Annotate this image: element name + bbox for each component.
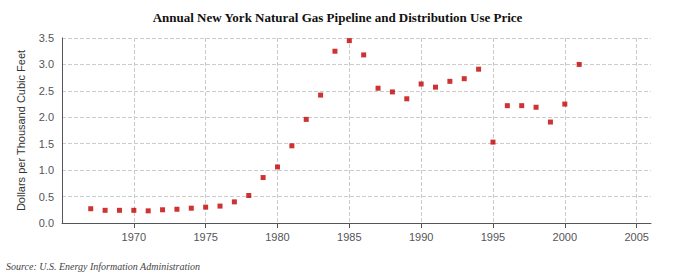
svg-text:2005: 2005 bbox=[624, 231, 648, 243]
svg-text:Annual New York Natural Gas Pi: Annual New York Natural Gas Pipeline and… bbox=[153, 10, 523, 25]
svg-text:2.5: 2.5 bbox=[39, 85, 54, 97]
svg-text:3.5: 3.5 bbox=[39, 32, 54, 44]
svg-text:1995: 1995 bbox=[481, 231, 505, 243]
svg-text:1980: 1980 bbox=[265, 231, 289, 243]
svg-text:Dollars per Thousand Cubic Fee: Dollars per Thousand Cubic Feet bbox=[15, 50, 27, 211]
svg-text:3.0: 3.0 bbox=[39, 58, 54, 70]
svg-text:1990: 1990 bbox=[409, 231, 433, 243]
svg-text:0.5: 0.5 bbox=[39, 191, 54, 203]
svg-text:1985: 1985 bbox=[337, 231, 361, 243]
svg-text:1975: 1975 bbox=[193, 231, 217, 243]
svg-text:2.0: 2.0 bbox=[39, 111, 54, 123]
svg-text:Source: U.S. Energy Informatio: Source: U.S. Energy Information Administ… bbox=[6, 261, 200, 272]
svg-text:2000: 2000 bbox=[553, 231, 577, 243]
svg-text:1.5: 1.5 bbox=[39, 138, 54, 150]
svg-text:1970: 1970 bbox=[122, 231, 146, 243]
svg-text:1.0: 1.0 bbox=[39, 164, 54, 176]
svg-text:0.0: 0.0 bbox=[39, 217, 54, 229]
